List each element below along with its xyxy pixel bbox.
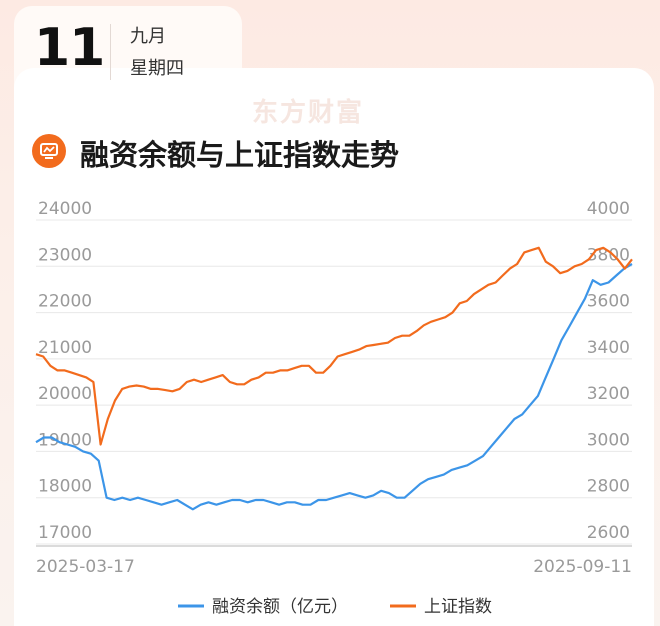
y-right-tick-label: 2800 (587, 477, 630, 497)
series-line-margin-balance (35, 263, 633, 511)
y-right-tick-label: 3000 (587, 430, 630, 450)
y-right-tick-label: 4000 (587, 199, 630, 219)
weekday-label: 星期四 (130, 58, 184, 79)
y-right-tick-label: 3400 (587, 338, 630, 358)
legend-label: 上证指数 (424, 597, 492, 617)
y-left-tick-label: 24000 (38, 199, 92, 219)
date-divider (110, 24, 111, 80)
series-line-sse-index (35, 246, 633, 446)
chart-card (14, 68, 654, 626)
legend-label: 融资余额（亿元） (212, 597, 348, 617)
y-right-tick-label: 3600 (587, 292, 630, 312)
watermark-logo: 东方财富 (252, 92, 364, 129)
month-label: 九月 (130, 26, 166, 47)
watermark-text: 东方财富 (252, 98, 365, 128)
y-left-tick-label: 18000 (38, 477, 92, 497)
y-left-tick-label: 20000 (38, 384, 92, 404)
y-left-tick-label: 22000 (38, 292, 92, 312)
chart-title: 融资余额与上证指数走势 (80, 138, 400, 172)
y-left-tick-label: 19000 (38, 430, 92, 450)
y-right-tick-label: 2600 (587, 523, 630, 543)
y-left-tick-label: 21000 (38, 338, 92, 358)
y-right-tick-label: 3200 (587, 384, 630, 404)
y-left-tick-label: 17000 (38, 523, 92, 543)
chart-monitor-icon (32, 134, 66, 168)
day-number: 11 (34, 18, 105, 78)
x-end-label: 2025-09-11 (533, 557, 632, 577)
y-left-tick-label: 23000 (38, 245, 92, 265)
x-start-label: 2025-03-17 (36, 557, 135, 577)
